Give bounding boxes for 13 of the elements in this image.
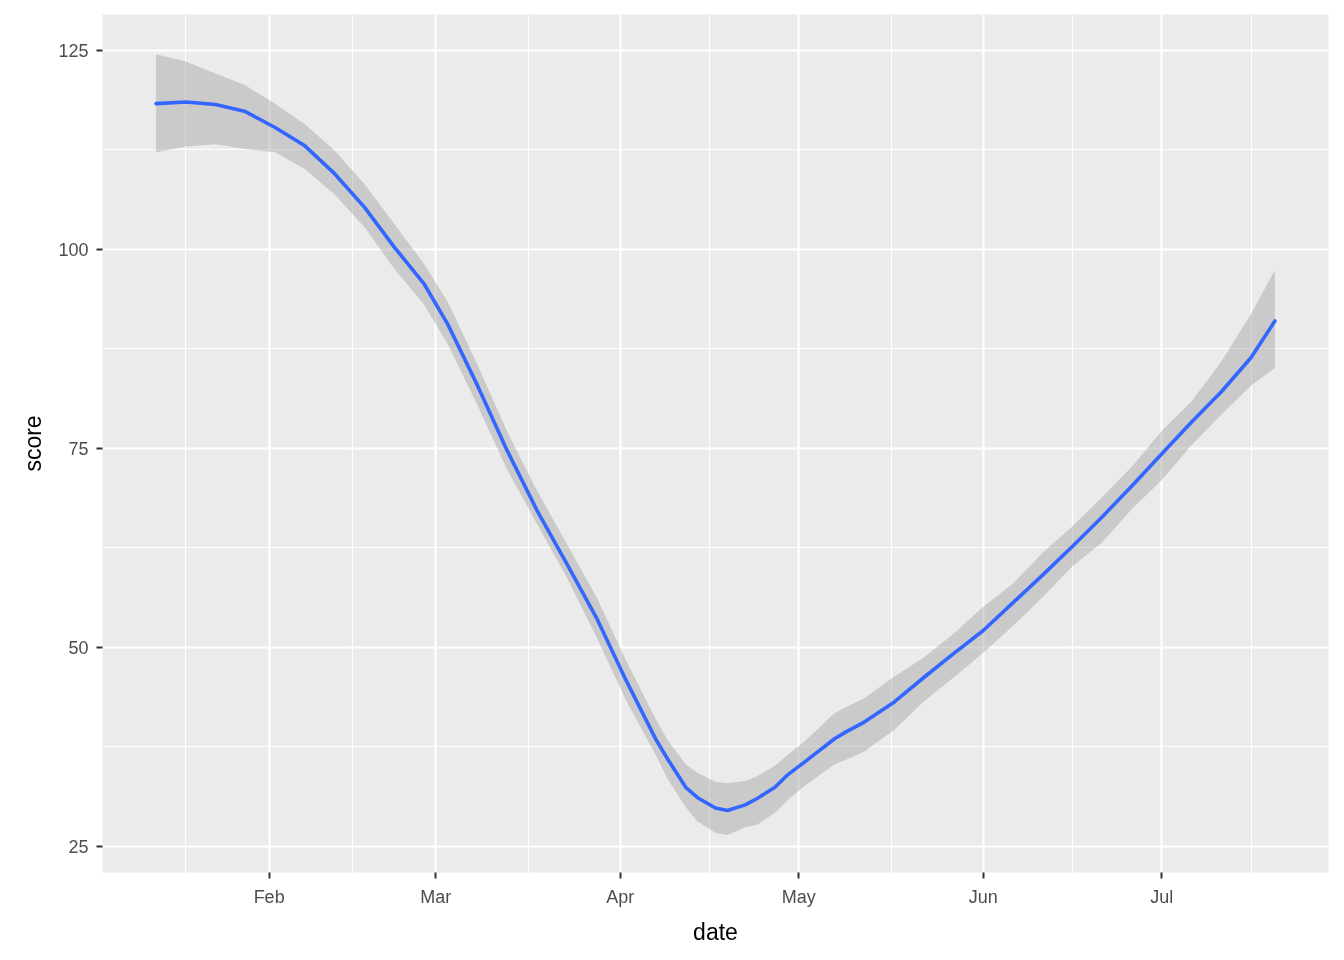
x-tick-label: Jun	[968, 886, 998, 907]
y-tick-label: 75	[68, 438, 89, 459]
y-tick-label: 100	[58, 239, 89, 260]
x-tick-label: Feb	[253, 886, 285, 907]
y-tick-label: 50	[68, 637, 89, 658]
x-tick-label: May	[781, 886, 816, 907]
y-tick-label: 125	[58, 40, 89, 61]
x-axis-title: date	[693, 918, 738, 945]
x-tick-label: Mar	[420, 886, 452, 907]
x-tick-label: Jul	[1150, 886, 1174, 907]
x-tick-label: Apr	[606, 886, 635, 907]
y-tick-label: 25	[68, 836, 89, 857]
y-axis-title: score	[20, 415, 47, 472]
